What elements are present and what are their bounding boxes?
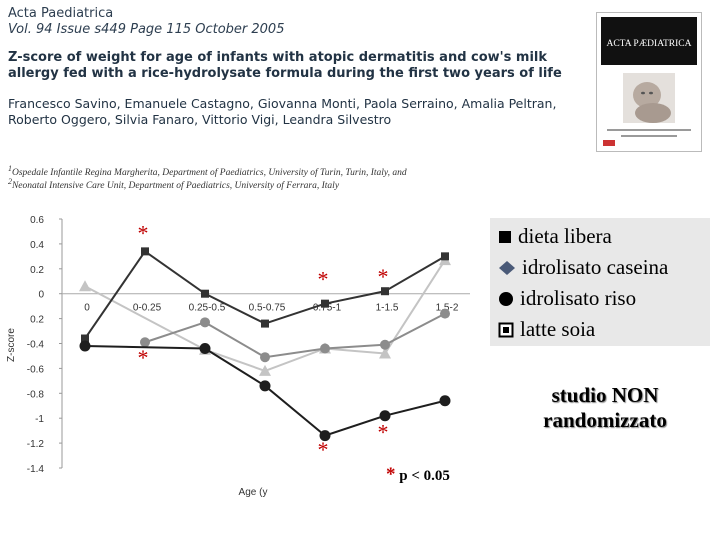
data-point-square [201, 289, 209, 298]
series-group [79, 247, 451, 442]
legend-item-idrolisato-riso: idrolisato riso [498, 286, 636, 311]
significance-star-marker: * [318, 267, 329, 292]
legend-label: latte soia [520, 317, 596, 341]
annotations-group: * * * * * * [138, 220, 389, 462]
data-point-square [141, 247, 149, 256]
note-line1: studio NON [551, 383, 659, 407]
data-point-diamond [380, 339, 390, 350]
legend-label: idrolisato caseina [522, 255, 669, 279]
x-tick-label: 1-1.5 [376, 303, 399, 314]
x-tick-label: 0-0.25 [133, 303, 162, 314]
data-point-square [381, 287, 389, 296]
zscore-line-chart: 0.6 0.4 0.2 0 0.2 -0.4 -0.6 -0.8 -1 -1.2 -1.4 0 0-0… [6, 215, 470, 498]
significance-star-marker: * [378, 420, 389, 445]
affiliation-2-mark: 2 [8, 177, 12, 186]
significance-star-marker: * [138, 345, 149, 370]
study-note: studio NON randomizzato [515, 383, 695, 433]
square-icon [499, 230, 511, 243]
data-point-square [321, 299, 329, 308]
data-point-circle [379, 410, 391, 422]
diamond-icon [499, 260, 515, 275]
x-tick-label: 0 [84, 303, 90, 314]
x-tick-label: 0.75-1 [313, 303, 342, 314]
authors-line1: Francesco Savino, Emanuele Castagno, Gio… [8, 96, 557, 111]
series-idrolisato-riso [79, 340, 451, 442]
y-tick-label: 0.4 [30, 240, 44, 251]
y-tick-label: -0.8 [27, 389, 45, 400]
series-line [144, 312, 446, 359]
affiliation-1: 1Ospedale Infantile Regina Margherita, D… [8, 164, 407, 178]
x-tick-label: 1.5-2 [436, 303, 459, 314]
y-tick-label: -1 [35, 414, 44, 425]
series-idrolisato-caseina [140, 308, 450, 363]
data-point-triangle [379, 347, 391, 359]
significance-note: * p < 0.05 [386, 464, 450, 486]
series-line [84, 344, 446, 437]
cover-baby-photo-icon [623, 73, 675, 123]
data-point-circle [199, 342, 211, 354]
legend-item-idrolisato-caseina: idrolisato caseina [498, 255, 668, 280]
x-tick-label: 0.5-0.75 [249, 303, 286, 314]
cover-text-line [607, 129, 691, 131]
x-tick-label: 0.25-0.5 [189, 303, 226, 314]
cover-title-band [601, 17, 697, 65]
y-tick-label: -0.4 [27, 340, 45, 351]
affiliation-1-mark: 1 [8, 164, 12, 173]
significance-text: p < 0.05 [399, 468, 450, 484]
significance-star-marker: * [318, 437, 329, 462]
chart-legend: dieta libera idrolisato caseina idrolisa… [490, 218, 710, 346]
data-point-triangle [79, 280, 91, 292]
issue-info: Vol. 94 Issue s449 Page 115 October 2005 [8, 22, 285, 37]
data-point-circle [319, 430, 331, 442]
data-point-diamond [200, 317, 210, 328]
publisher-logo [603, 140, 615, 146]
significance-star: * [386, 464, 396, 485]
legend-label: dieta libera [518, 224, 612, 248]
data-point-square [261, 319, 269, 328]
y-axis: 0.6 0.4 0.2 0 0.2 -0.4 -0.6 -0.8 -1 -1.2 -1.4 [27, 215, 63, 475]
data-point-square [81, 334, 89, 343]
legend-item-dieta-libera: dieta libera [498, 224, 612, 249]
significance-star-marker: * [138, 220, 149, 245]
cover-text-line [621, 135, 677, 137]
paper-title-line1: Z-score of weight for age of infants wit… [8, 50, 548, 65]
authors-line2: Roberto Oggero, Silvia Fanaro, Vittorio … [8, 112, 392, 127]
x-axis: 0 0-0.25 0.25-0.5 0.5-0.75 0.75-1 1-1.5 1.5-2 [62, 293, 470, 314]
legend-label: idrolisato riso [520, 286, 637, 310]
journal-name: Acta Paediatrica [8, 6, 114, 21]
data-point-diamond [320, 343, 330, 354]
y-tick-label: 0.2 [30, 315, 44, 326]
data-point-circle [79, 340, 91, 352]
data-point-diamond [260, 352, 270, 363]
affiliation-2: 2Neonatal Intensive Care Unit, Departmen… [8, 177, 339, 191]
data-point-circle [439, 395, 451, 407]
y-tick-label: 0.6 [30, 215, 44, 226]
affiliation-1-text: Ospedale Infantile Regina Margherita, De… [11, 168, 407, 179]
y-tick-label: -1.2 [27, 439, 45, 450]
data-point-triangle [259, 364, 271, 376]
y-tick-label: -0.6 [27, 364, 45, 375]
data-point-diamond [440, 308, 450, 319]
series-dieta-libera [81, 247, 449, 343]
significance-star-marker: * [378, 264, 389, 289]
paper-title-line2: allergy fed with a rice-hydrolysate form… [8, 66, 562, 81]
legend-item-latte-soia: latte soia [498, 317, 595, 342]
journal-cover-image: ACTA PÆDIATRICA [596, 12, 702, 152]
x-axis-label: Age (y [239, 487, 268, 498]
series-line [84, 259, 446, 372]
hollow-square-icon [498, 322, 514, 337]
affiliation-2-text: Neonatal Intensive Care Unit, Department… [11, 181, 340, 192]
y-tick-label: 0.2 [30, 265, 44, 276]
y-axis-label: Z-score [6, 328, 17, 362]
circle-icon [499, 291, 513, 306]
y-tick-label: -1.4 [27, 464, 45, 475]
data-point-square [441, 252, 449, 261]
data-point-circle [259, 380, 271, 392]
y-tick-label: 0 [38, 290, 44, 301]
cover-title: ACTA PÆDIATRICA [606, 39, 692, 49]
note-line2: randomizzato [543, 408, 667, 432]
data-point-diamond [140, 337, 150, 348]
